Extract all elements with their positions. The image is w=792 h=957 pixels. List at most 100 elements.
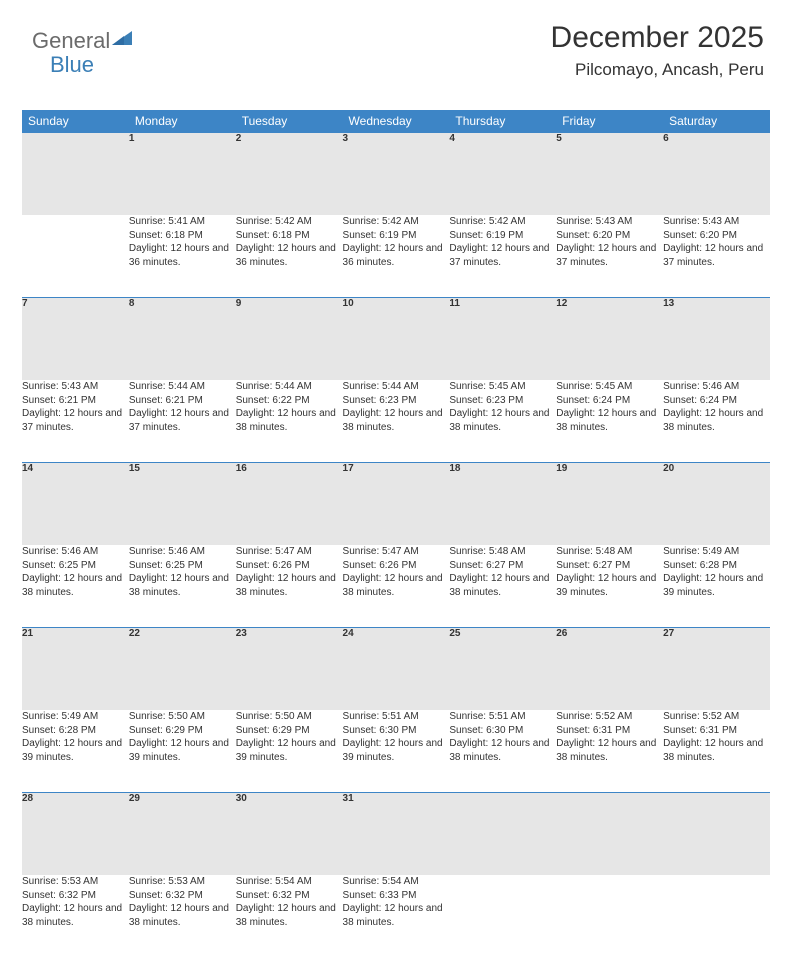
day-cell [449,875,556,957]
day-number: 13 [663,298,770,381]
day-cell: Sunrise: 5:53 AMSunset: 6:32 PMDaylight:… [129,875,236,957]
daylight-text: Daylight: 12 hours and 37 minutes. [449,242,556,269]
day-number: 25 [449,628,556,711]
day-number: 30 [236,793,343,876]
weekday-header: Tuesday [236,110,343,133]
sunrise-text: Sunrise: 5:50 AM [236,710,343,724]
daylight-text: Daylight: 12 hours and 39 minutes. [343,737,450,764]
day-number: 4 [449,133,556,216]
calendar-body: 123456Sunrise: 5:41 AMSunset: 6:18 PMDay… [22,133,770,957]
sunset-text: Sunset: 6:23 PM [343,394,450,408]
daylight-text: Daylight: 12 hours and 38 minutes. [343,902,450,929]
title-block: December 2025 Pilcomayo, Ancash, Peru [551,22,764,80]
sunrise-text: Sunrise: 5:43 AM [556,215,663,229]
sunrise-text: Sunrise: 5:47 AM [236,545,343,559]
day-number: 9 [236,298,343,381]
day-number [449,793,556,876]
day-cell: Sunrise: 5:42 AMSunset: 6:18 PMDaylight:… [236,215,343,298]
day-number: 1 [129,133,236,216]
sunrise-text: Sunrise: 5:51 AM [449,710,556,724]
day-cell [22,215,129,298]
sunset-text: Sunset: 6:28 PM [663,559,770,573]
weekday-header-row: Sunday Monday Tuesday Wednesday Thursday… [22,110,770,133]
daylight-text: Daylight: 12 hours and 37 minutes. [129,407,236,434]
day-cell: Sunrise: 5:47 AMSunset: 6:26 PMDaylight:… [236,545,343,628]
sunset-text: Sunset: 6:31 PM [663,724,770,738]
sunrise-text: Sunrise: 5:52 AM [663,710,770,724]
sunset-text: Sunset: 6:24 PM [663,394,770,408]
sunrise-text: Sunrise: 5:51 AM [343,710,450,724]
day-number [556,793,663,876]
daylight-text: Daylight: 12 hours and 39 minutes. [22,737,129,764]
sunrise-text: Sunrise: 5:42 AM [449,215,556,229]
sunrise-text: Sunrise: 5:47 AM [343,545,450,559]
day-number: 5 [556,133,663,216]
weekday-header: Thursday [449,110,556,133]
day-content-row: Sunrise: 5:49 AMSunset: 6:28 PMDaylight:… [22,710,770,793]
daylight-text: Daylight: 12 hours and 38 minutes. [343,572,450,599]
sunset-text: Sunset: 6:24 PM [556,394,663,408]
sunset-text: Sunset: 6:20 PM [556,229,663,243]
day-cell: Sunrise: 5:44 AMSunset: 6:22 PMDaylight:… [236,380,343,463]
daylight-text: Daylight: 12 hours and 38 minutes. [449,737,556,764]
day-number: 18 [449,463,556,546]
sunset-text: Sunset: 6:26 PM [236,559,343,573]
daylight-text: Daylight: 12 hours and 38 minutes. [22,902,129,929]
brand-blue: Blue [50,52,94,78]
daylight-text: Daylight: 12 hours and 39 minutes. [663,572,770,599]
day-cell [556,875,663,957]
daylight-text: Daylight: 12 hours and 38 minutes. [343,407,450,434]
day-number-row: 14151617181920 [22,463,770,546]
day-number-row: 21222324252627 [22,628,770,711]
sunset-text: Sunset: 6:20 PM [663,229,770,243]
sunrise-text: Sunrise: 5:52 AM [556,710,663,724]
day-cell: Sunrise: 5:51 AMSunset: 6:30 PMDaylight:… [449,710,556,793]
day-cell: Sunrise: 5:43 AMSunset: 6:20 PMDaylight:… [556,215,663,298]
daylight-text: Daylight: 12 hours and 36 minutes. [343,242,450,269]
sunrise-text: Sunrise: 5:46 AM [22,545,129,559]
day-cell: Sunrise: 5:41 AMSunset: 6:18 PMDaylight:… [129,215,236,298]
location-subtitle: Pilcomayo, Ancash, Peru [551,60,764,80]
day-number-row: 28293031 [22,793,770,876]
daylight-text: Daylight: 12 hours and 38 minutes. [236,407,343,434]
day-cell: Sunrise: 5:44 AMSunset: 6:23 PMDaylight:… [343,380,450,463]
day-number [663,793,770,876]
daylight-text: Daylight: 12 hours and 38 minutes. [22,572,129,599]
day-cell: Sunrise: 5:50 AMSunset: 6:29 PMDaylight:… [236,710,343,793]
sunrise-text: Sunrise: 5:46 AM [129,545,236,559]
day-number: 28 [22,793,129,876]
sunset-text: Sunset: 6:19 PM [449,229,556,243]
day-number: 11 [449,298,556,381]
day-content-row: Sunrise: 5:46 AMSunset: 6:25 PMDaylight:… [22,545,770,628]
sunset-text: Sunset: 6:29 PM [236,724,343,738]
day-number: 31 [343,793,450,876]
daylight-text: Daylight: 12 hours and 38 minutes. [236,572,343,599]
day-number: 17 [343,463,450,546]
sunrise-text: Sunrise: 5:42 AM [343,215,450,229]
day-cell: Sunrise: 5:43 AMSunset: 6:20 PMDaylight:… [663,215,770,298]
sunset-text: Sunset: 6:18 PM [129,229,236,243]
day-number: 12 [556,298,663,381]
sunrise-text: Sunrise: 5:43 AM [22,380,129,394]
sunrise-text: Sunrise: 5:53 AM [129,875,236,889]
day-number: 10 [343,298,450,381]
day-number-row: 78910111213 [22,298,770,381]
day-number: 27 [663,628,770,711]
day-cell: Sunrise: 5:54 AMSunset: 6:33 PMDaylight:… [343,875,450,957]
daylight-text: Daylight: 12 hours and 38 minutes. [449,572,556,599]
day-cell: Sunrise: 5:51 AMSunset: 6:30 PMDaylight:… [343,710,450,793]
sunrise-text: Sunrise: 5:46 AM [663,380,770,394]
day-content-row: Sunrise: 5:43 AMSunset: 6:21 PMDaylight:… [22,380,770,463]
day-cell: Sunrise: 5:46 AMSunset: 6:25 PMDaylight:… [129,545,236,628]
calendar-page: General Blue December 2025 Pilcomayo, An… [0,0,792,612]
daylight-text: Daylight: 12 hours and 38 minutes. [556,407,663,434]
brand-triangle-icon [112,25,132,51]
brand-logo: General [32,28,132,54]
day-number: 29 [129,793,236,876]
sunrise-text: Sunrise: 5:49 AM [22,710,129,724]
sunrise-text: Sunrise: 5:42 AM [236,215,343,229]
day-cell: Sunrise: 5:47 AMSunset: 6:26 PMDaylight:… [343,545,450,628]
sunrise-text: Sunrise: 5:44 AM [343,380,450,394]
sunset-text: Sunset: 6:19 PM [343,229,450,243]
day-cell: Sunrise: 5:49 AMSunset: 6:28 PMDaylight:… [663,545,770,628]
